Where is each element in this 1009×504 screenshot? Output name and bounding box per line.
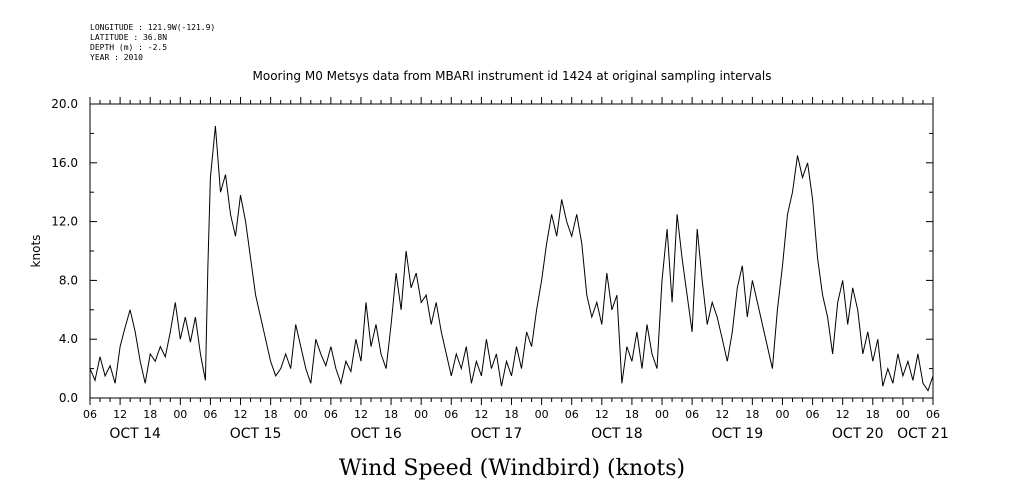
- x-hour-label: 06: [806, 408, 820, 421]
- plot-frame: [89, 103, 934, 399]
- x-hour-label: 18: [384, 408, 398, 421]
- x-day-label: OCT 18: [591, 426, 643, 442]
- y-tick-label: 0.0: [59, 391, 78, 405]
- x-hour-label: 00: [414, 408, 428, 421]
- x-hour-label: 12: [113, 408, 127, 421]
- x-hour-label: 12: [715, 408, 729, 421]
- x-day-label: OCT 17: [471, 426, 523, 442]
- y-tick-label: 16.0: [51, 156, 78, 170]
- x-hour-label: 12: [474, 408, 488, 421]
- x-hour-label: 00: [896, 408, 910, 421]
- x-hour-label: 18: [143, 408, 157, 421]
- x-hour-label: 06: [685, 408, 699, 421]
- x-hour-label: 00: [535, 408, 549, 421]
- x-hour-label: 12: [354, 408, 368, 421]
- x-hour-label: 18: [866, 408, 880, 421]
- y-tick-label: 4.0: [59, 332, 78, 346]
- x-hour-label: 18: [264, 408, 278, 421]
- x-hour-label: 06: [565, 408, 579, 421]
- x-day-label: OCT 16: [350, 426, 402, 442]
- x-hour-label: 06: [83, 408, 97, 421]
- x-day-label: OCT 20: [832, 426, 884, 442]
- x-hour-label: 06: [444, 408, 458, 421]
- series-group: [89, 126, 934, 392]
- y-tick-label: 12.0: [51, 215, 78, 229]
- y-tick-label: 20.0: [51, 97, 78, 111]
- x-hour-label: 00: [173, 408, 187, 421]
- x-hour-label: 12: [595, 408, 609, 421]
- depth-label: DEPTH (m) : -2.5: [90, 43, 167, 52]
- x-hour-label: 18: [625, 408, 639, 421]
- y-axis-title: knots: [29, 235, 43, 268]
- x-axis: 06 12 18 00 06 12 18 00 06 12 18 00 06 12 18 00 06 12 18 00…: [83, 97, 949, 442]
- x-hour-label: 06: [203, 408, 217, 421]
- x-hour-label: 00: [294, 408, 308, 421]
- y-axis: 0.0 4.0 8.0 12.0 16.0 20.0: [51, 97, 933, 405]
- x-hour-label: 18: [745, 408, 759, 421]
- y-tick-label: 8.0: [59, 273, 78, 287]
- x-hour-label: 00: [775, 408, 789, 421]
- x-hour-label: 12: [836, 408, 850, 421]
- x-day-label: OCT 15: [230, 426, 282, 442]
- latitude-label: LATITUDE : 36.8N: [90, 33, 167, 42]
- x-day-label: OCT 21: [897, 426, 949, 442]
- x-hour-label: 12: [234, 408, 248, 421]
- year-label: YEAR : 2010: [90, 53, 143, 62]
- longitude-label: LONGITUDE : 121.9W(-121.9): [90, 23, 215, 32]
- x-hour-label: 06: [324, 408, 338, 421]
- x-hour-label: 06: [926, 408, 940, 421]
- x-hour-label: 18: [505, 408, 519, 421]
- x-day-label: OCT 19: [711, 426, 763, 442]
- x-hour-label: 00: [655, 408, 669, 421]
- wind-speed-line: [89, 126, 934, 392]
- chart-title: Mooring M0 Metsys data from MBARI instru…: [253, 69, 772, 83]
- x-day-label: OCT 14: [109, 426, 161, 442]
- x-axis-title: Wind Speed (Windbird) (knots): [339, 456, 685, 481]
